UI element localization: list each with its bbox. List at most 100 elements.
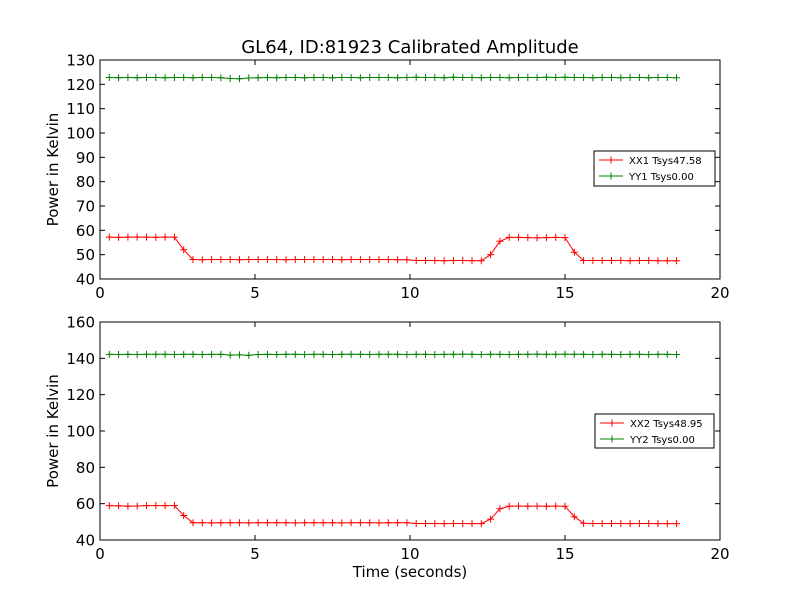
data-point — [524, 74, 532, 82]
x-tick-label: 20 — [710, 284, 729, 302]
data-point — [273, 74, 281, 82]
y-tick-label: 40 — [76, 271, 95, 289]
data-point — [310, 519, 318, 527]
data-point — [282, 256, 290, 264]
data-point — [459, 257, 467, 265]
data-point — [598, 350, 606, 358]
data-point — [570, 248, 578, 256]
data-point — [133, 502, 141, 510]
series-line — [109, 236, 677, 262]
data-point — [170, 501, 178, 509]
y-tick-label: 110 — [66, 100, 95, 118]
y-tick-label: 120 — [66, 76, 95, 94]
data-point — [170, 351, 178, 359]
data-point — [589, 74, 597, 82]
data-point — [496, 350, 504, 358]
data-point — [338, 256, 346, 264]
data-point — [505, 74, 513, 82]
data-point — [273, 351, 281, 359]
data-point — [561, 234, 569, 242]
data-point — [635, 257, 643, 265]
series-xx-panel-1 — [105, 233, 681, 265]
data-point — [115, 351, 123, 359]
data-point — [161, 233, 169, 241]
data-point — [626, 520, 634, 528]
data-point — [124, 350, 132, 358]
data-point — [533, 350, 541, 358]
data-point — [654, 350, 662, 358]
data-point — [673, 351, 681, 359]
data-point — [645, 74, 653, 82]
data-point — [245, 351, 253, 359]
data-point — [329, 351, 336, 359]
data-point — [663, 257, 671, 265]
data-point — [412, 257, 420, 265]
x-axis-label: Time (seconds) — [352, 563, 468, 581]
data-point — [505, 351, 513, 359]
y-tick-label: 130 — [66, 52, 95, 70]
y-tick-label: 60 — [76, 495, 95, 513]
y-tick-label: 100 — [66, 423, 95, 441]
data-point — [394, 74, 402, 82]
data-point — [487, 515, 495, 523]
data-point — [394, 256, 402, 264]
data-point — [338, 519, 346, 527]
data-point — [626, 74, 634, 82]
data-point — [301, 256, 309, 264]
data-point — [105, 233, 113, 241]
data-point — [673, 74, 681, 82]
data-point — [561, 502, 569, 510]
data-point — [152, 74, 160, 82]
data-point — [524, 350, 532, 358]
x-tick-label: 0 — [95, 545, 105, 563]
data-point — [236, 75, 243, 83]
data-point — [635, 74, 643, 82]
data-point — [505, 233, 513, 241]
y-axis-label: Power in Kelvin — [44, 374, 62, 488]
data-point — [580, 350, 588, 358]
data-point — [226, 351, 234, 359]
data-point — [282, 350, 290, 358]
data-point — [617, 257, 625, 265]
data-point — [124, 233, 132, 241]
data-point — [375, 256, 383, 264]
data-point — [598, 74, 606, 82]
data-point — [384, 256, 392, 264]
y-tick-label: 40 — [76, 532, 95, 550]
data-point — [263, 350, 271, 358]
data-point — [319, 519, 327, 527]
data-point — [291, 519, 299, 527]
data-point — [161, 350, 169, 358]
data-point — [440, 520, 448, 528]
data-point — [338, 350, 346, 358]
data-point — [236, 519, 243, 527]
data-point — [635, 350, 643, 358]
data-point — [115, 233, 123, 241]
data-point — [124, 74, 132, 82]
data-point — [198, 74, 206, 82]
data-point — [152, 233, 160, 241]
data-point — [245, 256, 253, 264]
series-yy-panel-2 — [105, 350, 681, 359]
data-point — [580, 519, 588, 527]
data-point — [226, 74, 234, 82]
data-point — [347, 74, 355, 82]
x-tick-label: 15 — [555, 284, 574, 302]
data-point — [608, 350, 615, 358]
data-point — [422, 350, 429, 358]
data-point — [422, 257, 429, 265]
data-point — [542, 73, 550, 81]
legend-entry-label: XX2 Tsys48.95 — [630, 419, 703, 430]
data-point — [468, 257, 476, 265]
data-point — [645, 351, 653, 359]
data-point — [505, 502, 513, 510]
data-point — [375, 350, 383, 358]
data-point — [422, 74, 429, 82]
data-point — [589, 257, 597, 265]
data-point — [347, 256, 355, 264]
data-point — [468, 74, 476, 82]
data-point — [208, 74, 216, 82]
data-point — [654, 74, 662, 82]
data-point — [375, 519, 383, 527]
data-point — [366, 351, 374, 359]
